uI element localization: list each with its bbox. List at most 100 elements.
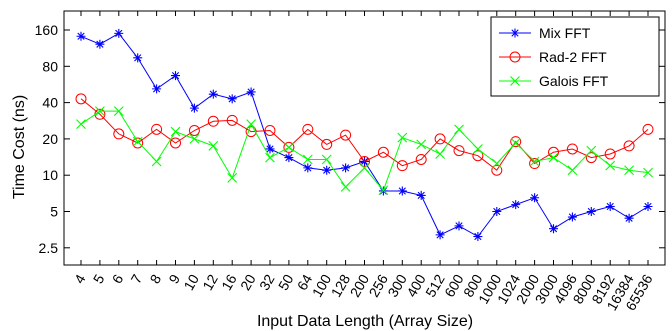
data-point-galois-fft <box>95 106 105 117</box>
data-point-rad-2-fft <box>170 137 181 149</box>
data-point-galois-fft <box>643 167 653 178</box>
x-tick-label: 50 <box>275 271 297 293</box>
y-tick-label: 160 <box>35 22 59 38</box>
data-point-galois-fft <box>151 156 162 167</box>
data-point-mix-fft <box>341 163 351 173</box>
data-point-galois-fft <box>529 156 540 167</box>
data-point-mix-fft <box>284 153 294 163</box>
data-point-rad-2-fft <box>566 143 578 155</box>
x-tick-label: 16 <box>218 271 240 293</box>
x-tick-label: 8 <box>146 271 164 286</box>
data-point-mix-fft <box>416 190 426 200</box>
y-tick-label: 80 <box>42 58 58 74</box>
data-point-galois-fft <box>435 149 445 159</box>
y-tick-label: 20 <box>42 131 58 147</box>
legend: Mix FFT Rad-2 FFT Galois FFT <box>490 16 660 97</box>
data-point-mix-fft <box>454 221 464 231</box>
data-point-galois-fft <box>265 152 275 163</box>
data-point-rad-2-fft <box>302 123 314 135</box>
data-point-rad-2-fft <box>623 140 635 152</box>
data-point-galois-fft <box>416 139 427 150</box>
data-point-galois-fft <box>397 132 408 143</box>
x-tick-label: 4 <box>71 271 89 286</box>
data-point-rad-2-fft <box>453 145 465 157</box>
data-point-galois-fft <box>76 119 86 130</box>
data-point-mix-fft <box>208 89 218 99</box>
x-axis-label: Input Data Length (Array Size) <box>257 313 473 330</box>
data-point-galois-fft <box>567 165 578 176</box>
data-point-galois-fft <box>378 185 389 196</box>
data-point-mix-fft <box>227 94 237 104</box>
data-point-mix-fft <box>303 163 313 173</box>
data-point-mix-fft <box>567 212 577 222</box>
data-point-rad-2-fft <box>529 158 541 170</box>
data-point-galois-fft <box>302 154 313 165</box>
data-point-rad-2-fft <box>113 128 125 140</box>
data-point-rad-2-fft <box>207 115 219 127</box>
data-point-rad-2-fft <box>377 146 389 158</box>
data-point-galois-fft <box>605 160 616 171</box>
series-galois-fft <box>76 106 653 196</box>
legend-marker-galois-fft <box>510 76 520 86</box>
data-point-rad-2-fft <box>359 155 370 167</box>
data-point-rad-2-fft <box>188 124 200 136</box>
x-tick-label: 10 <box>180 271 202 293</box>
data-point-galois-fft <box>359 162 370 173</box>
data-point-rad-2-fft <box>472 150 484 162</box>
data-point-rad-2-fft <box>491 164 503 176</box>
data-point-mix-fft <box>397 186 407 196</box>
data-point-rad-2-fft <box>75 93 87 105</box>
data-point-rad-2-fft <box>264 124 276 136</box>
legend-marker-mix-fft <box>510 28 520 38</box>
data-point-galois-fft <box>189 134 200 144</box>
data-point-galois-fft <box>624 165 634 176</box>
data-point-mix-fft <box>605 202 615 212</box>
plot-area <box>75 28 654 242</box>
data-point-galois-fft <box>284 142 294 153</box>
legend-label-rad-2-fft: Rad-2 FFT <box>539 49 607 65</box>
data-point-rad-2-fft <box>585 152 597 164</box>
data-point-galois-fft <box>340 181 351 192</box>
data-point-rad-2-fft <box>434 133 446 145</box>
data-point-rad-2-fft <box>340 129 352 141</box>
data-point-rad-2-fft <box>321 138 333 150</box>
data-point-rad-2-fft <box>642 123 654 135</box>
data-point-galois-fft <box>321 154 332 165</box>
data-point-mix-fft <box>473 232 483 242</box>
data-point-rad-2-fft <box>283 141 295 153</box>
y-tick-label: 2.5 <box>39 240 59 256</box>
data-point-mix-fft <box>114 28 124 38</box>
data-point-galois-fft <box>246 119 256 130</box>
data-point-mix-fft <box>624 213 634 223</box>
data-point-galois-fft <box>170 126 181 137</box>
x-tick-label: 32 <box>256 271 278 293</box>
data-point-galois-fft <box>473 144 483 154</box>
data-point-rad-2-fft <box>151 123 163 135</box>
data-point-mix-fft <box>643 202 653 212</box>
x-tick-label: 6 <box>109 271 127 286</box>
data-point-rad-2-fft <box>415 153 427 165</box>
y-axis-label: Time Cost (ns) <box>11 95 28 199</box>
legend-label-galois-fft: Galois FFT <box>539 73 609 89</box>
data-point-galois-fft <box>227 172 238 183</box>
data-point-mix-fft <box>549 224 558 234</box>
data-point-mix-fft <box>322 165 332 175</box>
data-point-galois-fft <box>510 138 521 148</box>
data-point-mix-fft <box>133 53 143 63</box>
legend-marker-rad-2-fft <box>509 51 521 63</box>
data-point-mix-fft <box>530 193 540 203</box>
data-point-mix-fft <box>492 206 502 216</box>
data-point-rad-2-fft <box>132 137 144 149</box>
y-tick-label: 5 <box>50 203 58 219</box>
data-point-galois-fft <box>132 136 143 147</box>
x-tick-label: 64 <box>294 271 316 293</box>
x-tick-label: 20 <box>237 271 259 293</box>
x-tick-label: 5 <box>90 271 108 286</box>
x-tick-label: 7 <box>128 271 146 286</box>
x-tick-label: 12 <box>199 271 221 293</box>
y-tick-label: 10 <box>42 167 58 183</box>
data-point-mix-fft <box>171 71 180 81</box>
data-point-galois-fft <box>113 106 124 117</box>
data-point-rad-2-fft <box>245 126 257 138</box>
